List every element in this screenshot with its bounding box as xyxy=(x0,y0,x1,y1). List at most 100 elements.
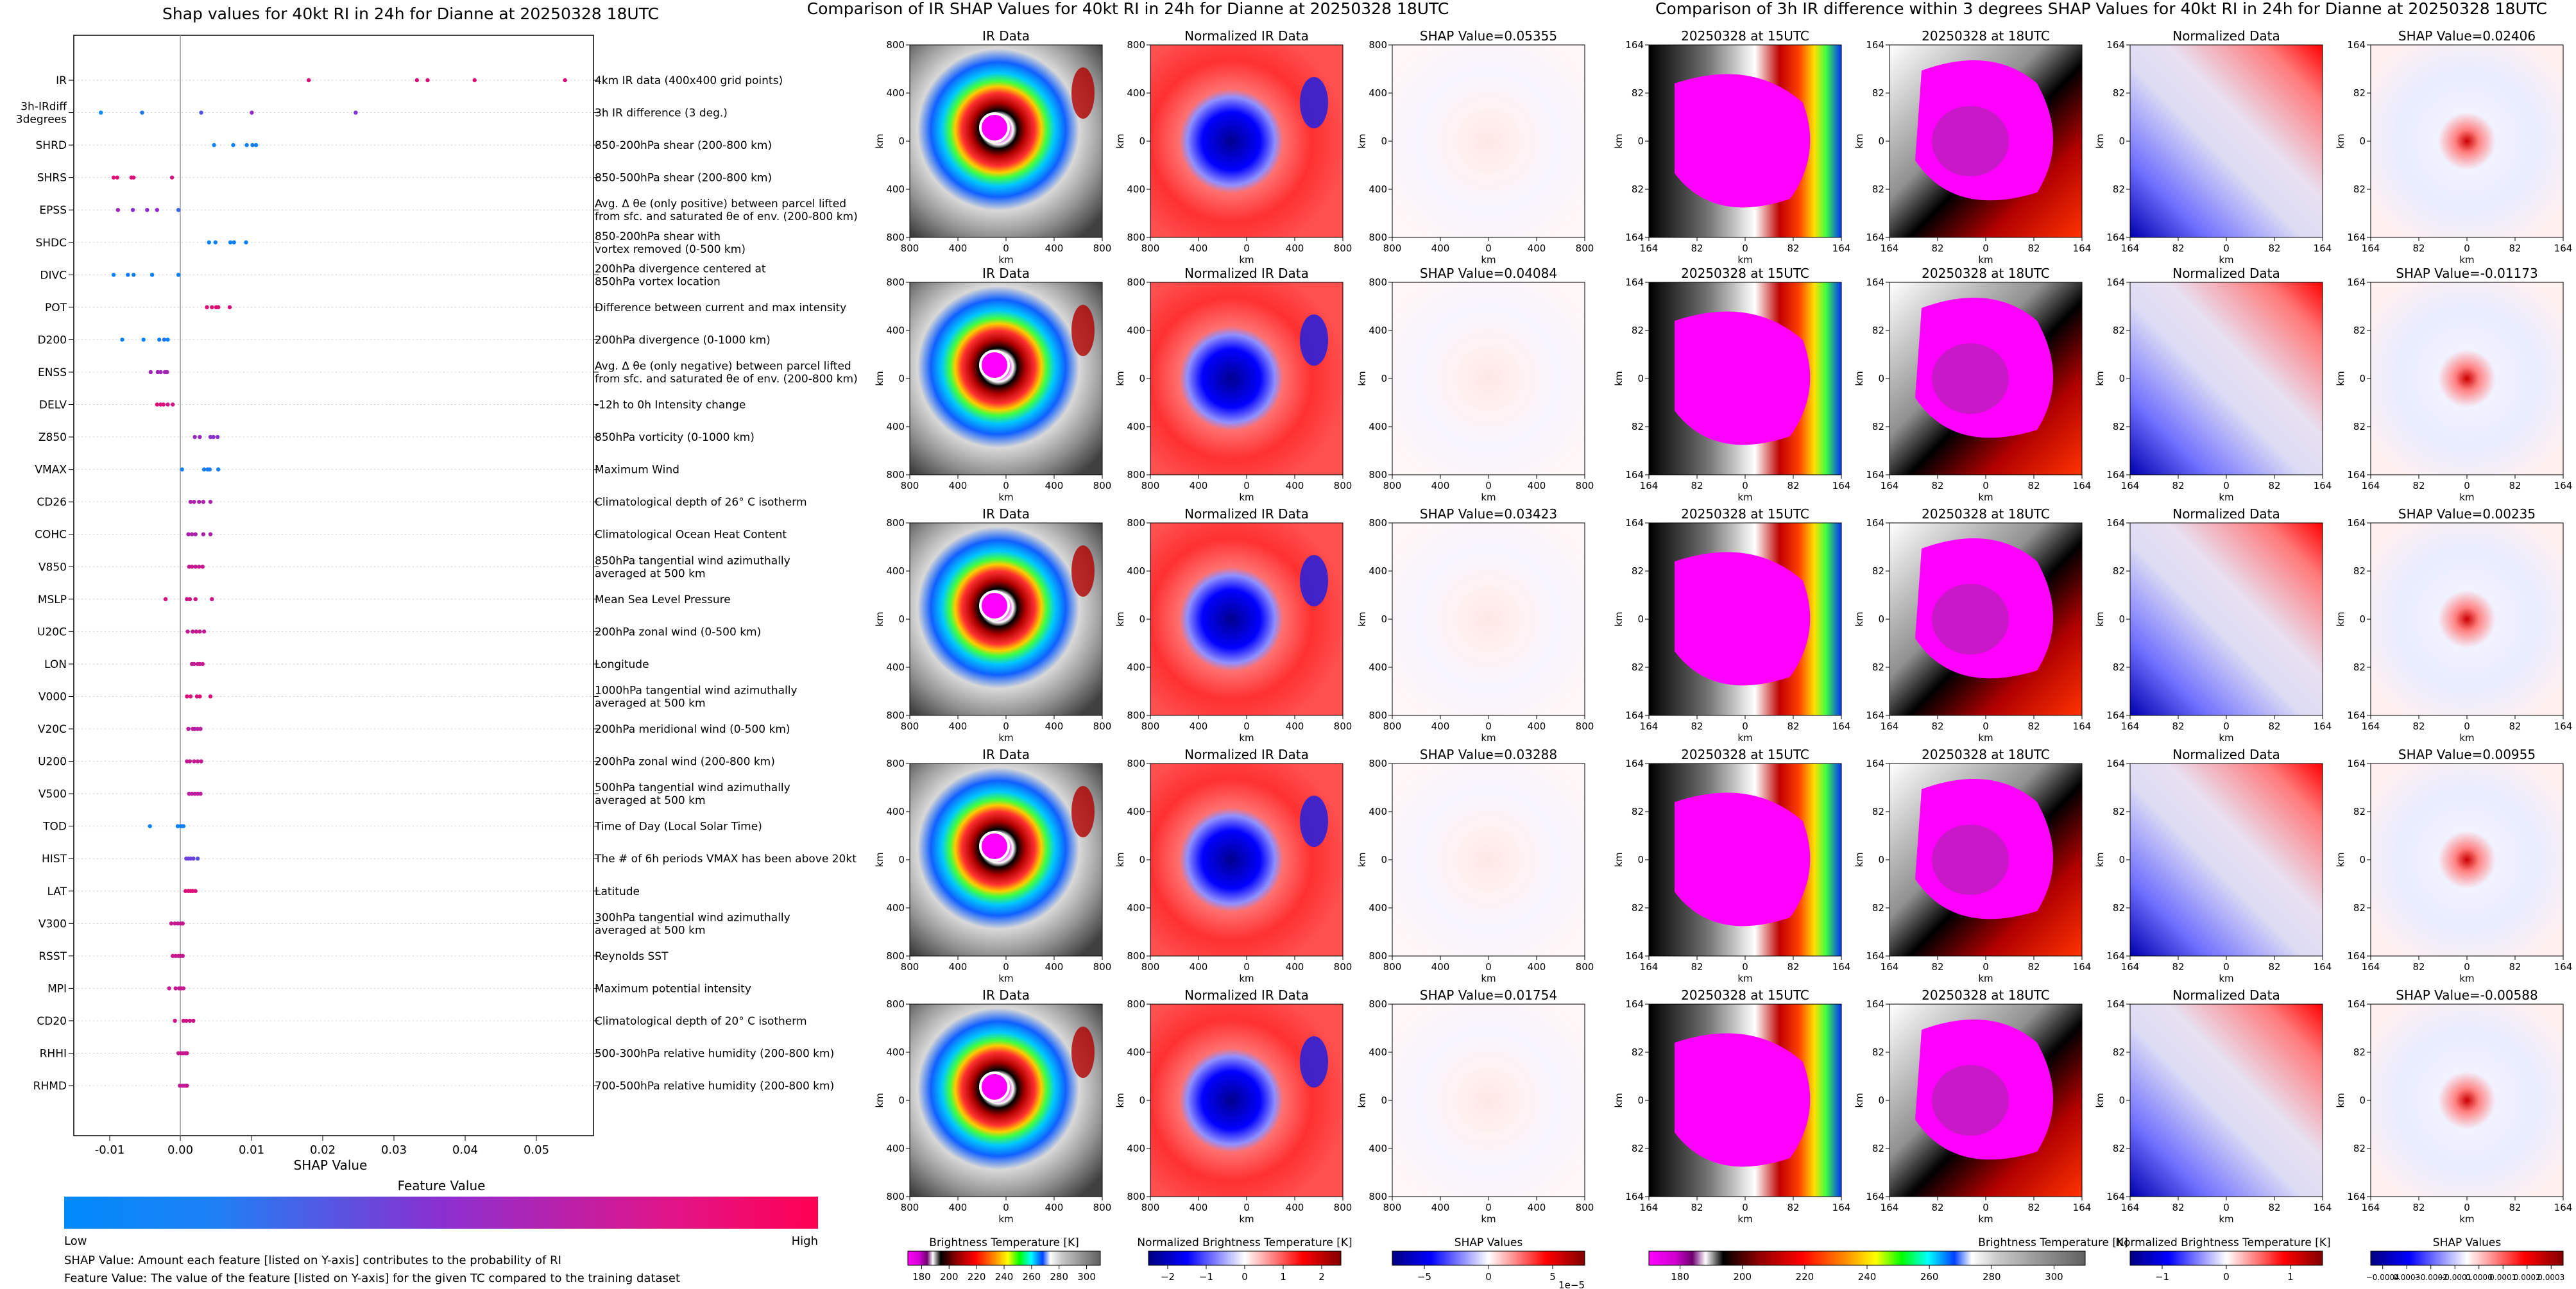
shap-point xyxy=(181,1018,186,1023)
shap-point xyxy=(162,337,167,342)
feature-code-label: MPI xyxy=(47,982,67,995)
x-tick-label: 800 xyxy=(1576,961,1594,973)
colorbar-tick-label: 0 xyxy=(2223,1271,2230,1283)
colorbar-tick-label: 200 xyxy=(1733,1271,1752,1283)
y-tick-label: 0 xyxy=(1381,1095,1387,1106)
shap-point xyxy=(185,1051,189,1055)
colorbar-tick-label: 180 xyxy=(912,1271,931,1283)
shap-point xyxy=(472,78,477,83)
x-tick-label: 82 xyxy=(1691,721,1703,732)
y-tick-label: 0 xyxy=(2359,1095,2366,1106)
y-tick-label: 164 xyxy=(1625,998,1644,1010)
y-tick-label: 164 xyxy=(2106,710,2125,721)
y-axis-unit: km xyxy=(2335,371,2346,386)
y-tick-label: 0 xyxy=(1637,613,1644,625)
y-tick-label: 164 xyxy=(2347,950,2366,962)
shap-point xyxy=(169,175,175,180)
panel-title: Normalized IR Data xyxy=(1184,28,1309,44)
x-axis-unit: km xyxy=(998,491,1013,503)
y-tick-label: 400 xyxy=(886,902,905,914)
storm-eye xyxy=(979,112,1010,143)
shap-point xyxy=(140,110,144,115)
y-tick-label: 164 xyxy=(2106,232,2125,243)
shap-point xyxy=(190,791,194,796)
y-tick-label: 0 xyxy=(2359,613,2366,625)
panel-image xyxy=(909,44,1103,238)
y-axis-unit: km xyxy=(1356,371,1368,386)
x-tick-label: 0 xyxy=(1485,721,1492,732)
shap-point xyxy=(191,1018,196,1023)
convective-band xyxy=(1071,305,1095,356)
panel-title: SHAP Value=0.04084 xyxy=(1420,266,1557,281)
x-tick-label: 400 xyxy=(1045,480,1064,491)
feature-code-label: Z850 xyxy=(38,431,67,444)
y-tick-label: 164 xyxy=(2106,277,2125,288)
y-tick-label: 164 xyxy=(1866,469,1884,481)
x-tick-label: 82 xyxy=(2268,1202,2280,1213)
y-axis-unit: km xyxy=(2094,133,2106,148)
y-tick-label: 400 xyxy=(1127,1046,1145,1058)
shap-point xyxy=(198,694,202,699)
panel-image xyxy=(909,282,1103,475)
x-tick-label: 164 xyxy=(2121,243,2140,254)
y-tick-label: 800 xyxy=(1127,517,1145,529)
x-tick: 0.04 xyxy=(452,1143,478,1157)
y-tick-label: 400 xyxy=(886,1046,905,1058)
shap-point xyxy=(171,402,175,407)
x-axis-unit: km xyxy=(1481,491,1496,503)
shap-x-axis: -0.01 0.00 0.01 0.02 0.03 0.04 0.05 SHAP… xyxy=(95,1136,549,1173)
shap-point xyxy=(192,499,196,504)
y-tick-label: 82 xyxy=(1872,87,1884,99)
shap-point xyxy=(185,1083,189,1088)
feature-description-label: Avg. Δ θe (only negative) between parcel… xyxy=(595,360,851,373)
x-tick-label: 164 xyxy=(2314,243,2332,254)
shap-point xyxy=(187,597,192,601)
x-tick-label: 82 xyxy=(1691,243,1703,254)
y-tick-label: 0 xyxy=(2119,1095,2125,1106)
feature-code-label: V20C xyxy=(38,723,67,736)
feature-description-label: 850-500hPa shear (200-800 km) xyxy=(595,172,772,185)
colorbar-tick-label: 280 xyxy=(1050,1271,1068,1283)
x-tick-label: 164 xyxy=(2314,721,2332,732)
feature-description-label: 3h IR difference (3 deg.) xyxy=(595,107,728,120)
colorbar-tick-label: 0.0000 xyxy=(2466,1273,2493,1282)
y-tick-label: 82 xyxy=(2353,662,2366,673)
convective-band xyxy=(1071,67,1095,119)
shap-point xyxy=(201,532,206,536)
shap-point xyxy=(193,565,198,569)
x-tick-label: 400 xyxy=(1528,961,1546,973)
panel-image xyxy=(2370,44,2564,238)
y-tick-label: 800 xyxy=(1127,469,1145,481)
shap-point xyxy=(195,759,200,764)
y-tick-label: 400 xyxy=(1369,421,1387,432)
y-axis-unit: km xyxy=(1356,852,1368,867)
ir-cbar1-ticks: 180 200 220 240 260 280 300 xyxy=(912,1265,1096,1283)
shap-point xyxy=(169,921,174,926)
shap-point xyxy=(180,467,184,472)
shap-point xyxy=(197,499,201,504)
x-tick-label: 800 xyxy=(1141,721,1160,732)
panel-title: 20250328 at 15UTC xyxy=(1681,747,1809,762)
cold-band xyxy=(1300,314,1328,366)
shap-point xyxy=(115,208,120,212)
y-tick-label: 0 xyxy=(898,854,905,866)
shap-point xyxy=(176,1051,181,1055)
y-tick-label: 0 xyxy=(1637,135,1644,147)
y-tick-label: 164 xyxy=(1625,517,1644,529)
shap-point xyxy=(180,921,185,926)
y-tick-label: 82 xyxy=(2353,421,2366,432)
x-tick-label: 400 xyxy=(949,1202,968,1213)
y-tick-label: 82 xyxy=(2353,1046,2366,1058)
x-tick-label: 400 xyxy=(1528,480,1546,491)
shap-point xyxy=(228,240,233,244)
panel-image xyxy=(2370,282,2564,475)
shap-point xyxy=(194,629,198,634)
x-tick-label: 0 xyxy=(1003,961,1009,973)
colorbar-tick-label: 200 xyxy=(940,1271,959,1283)
y-tick-label: 164 xyxy=(1625,710,1644,721)
y-tick-label: 800 xyxy=(1127,1191,1145,1202)
x-tick-label: 82 xyxy=(1787,480,1799,491)
feature-description-label: 200hPa divergence centered at xyxy=(595,262,766,275)
colorbar-tick-label: −0.0002 xyxy=(2414,1273,2448,1282)
shap-rows: IR 4km IR data (400x400 grid points) 3h-IR… xyxy=(16,74,858,1093)
